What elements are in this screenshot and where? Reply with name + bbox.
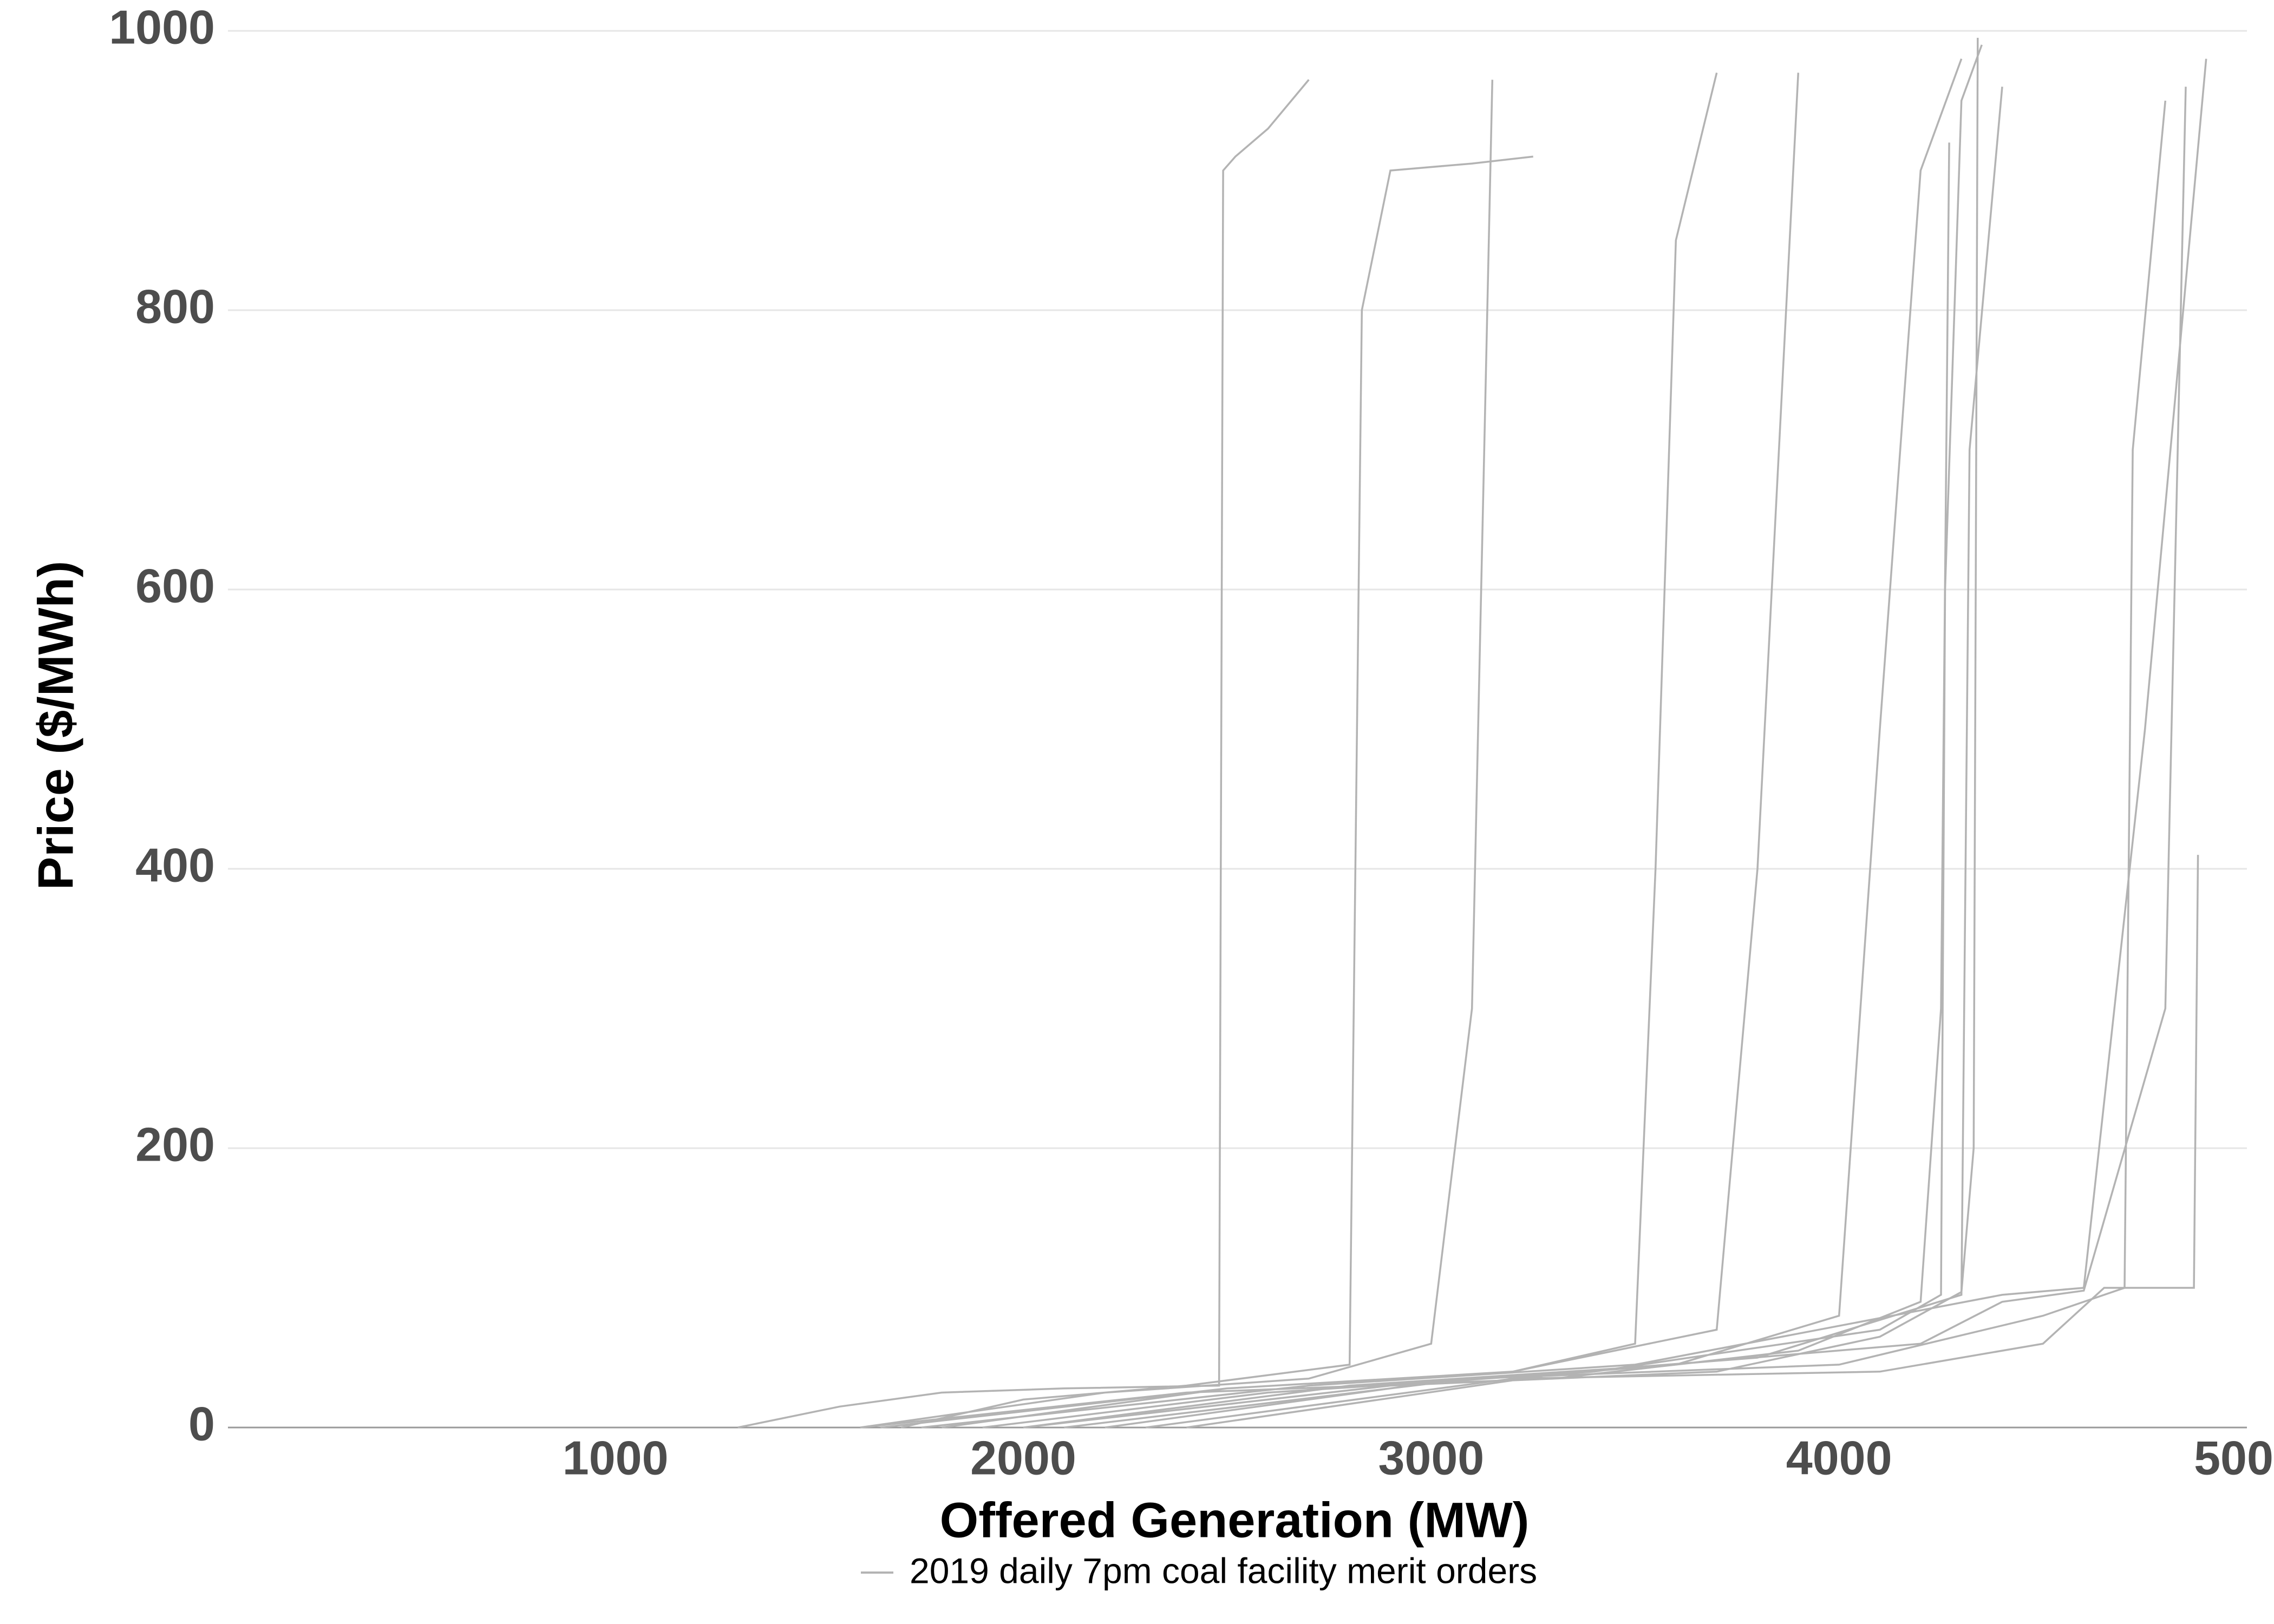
y-tick-label: 1000 <box>109 0 215 54</box>
x-tick-label: 5000 <box>2194 1431 2274 1484</box>
y-tick-label: 600 <box>135 559 215 612</box>
series-line <box>737 37 2207 1429</box>
x-tick-label: 3000 <box>1378 1431 1484 1484</box>
y-tick-label: 400 <box>135 838 215 892</box>
x-axis-title: Offered Generation (MW) <box>940 1492 1530 1548</box>
x-tick-label: 2000 <box>970 1431 1076 1484</box>
x-tick-label: 1000 <box>563 1431 669 1484</box>
y-tick-label: 200 <box>135 1117 215 1171</box>
y-tick-label: 800 <box>135 279 215 333</box>
legend-label: 2019 daily 7pm coal facility merit order… <box>910 1550 1537 1590</box>
y-axis-title: Price ($/MWh) <box>28 561 83 890</box>
x-tick-label: 4000 <box>1786 1431 1892 1484</box>
y-tick-label: 0 <box>188 1397 215 1450</box>
